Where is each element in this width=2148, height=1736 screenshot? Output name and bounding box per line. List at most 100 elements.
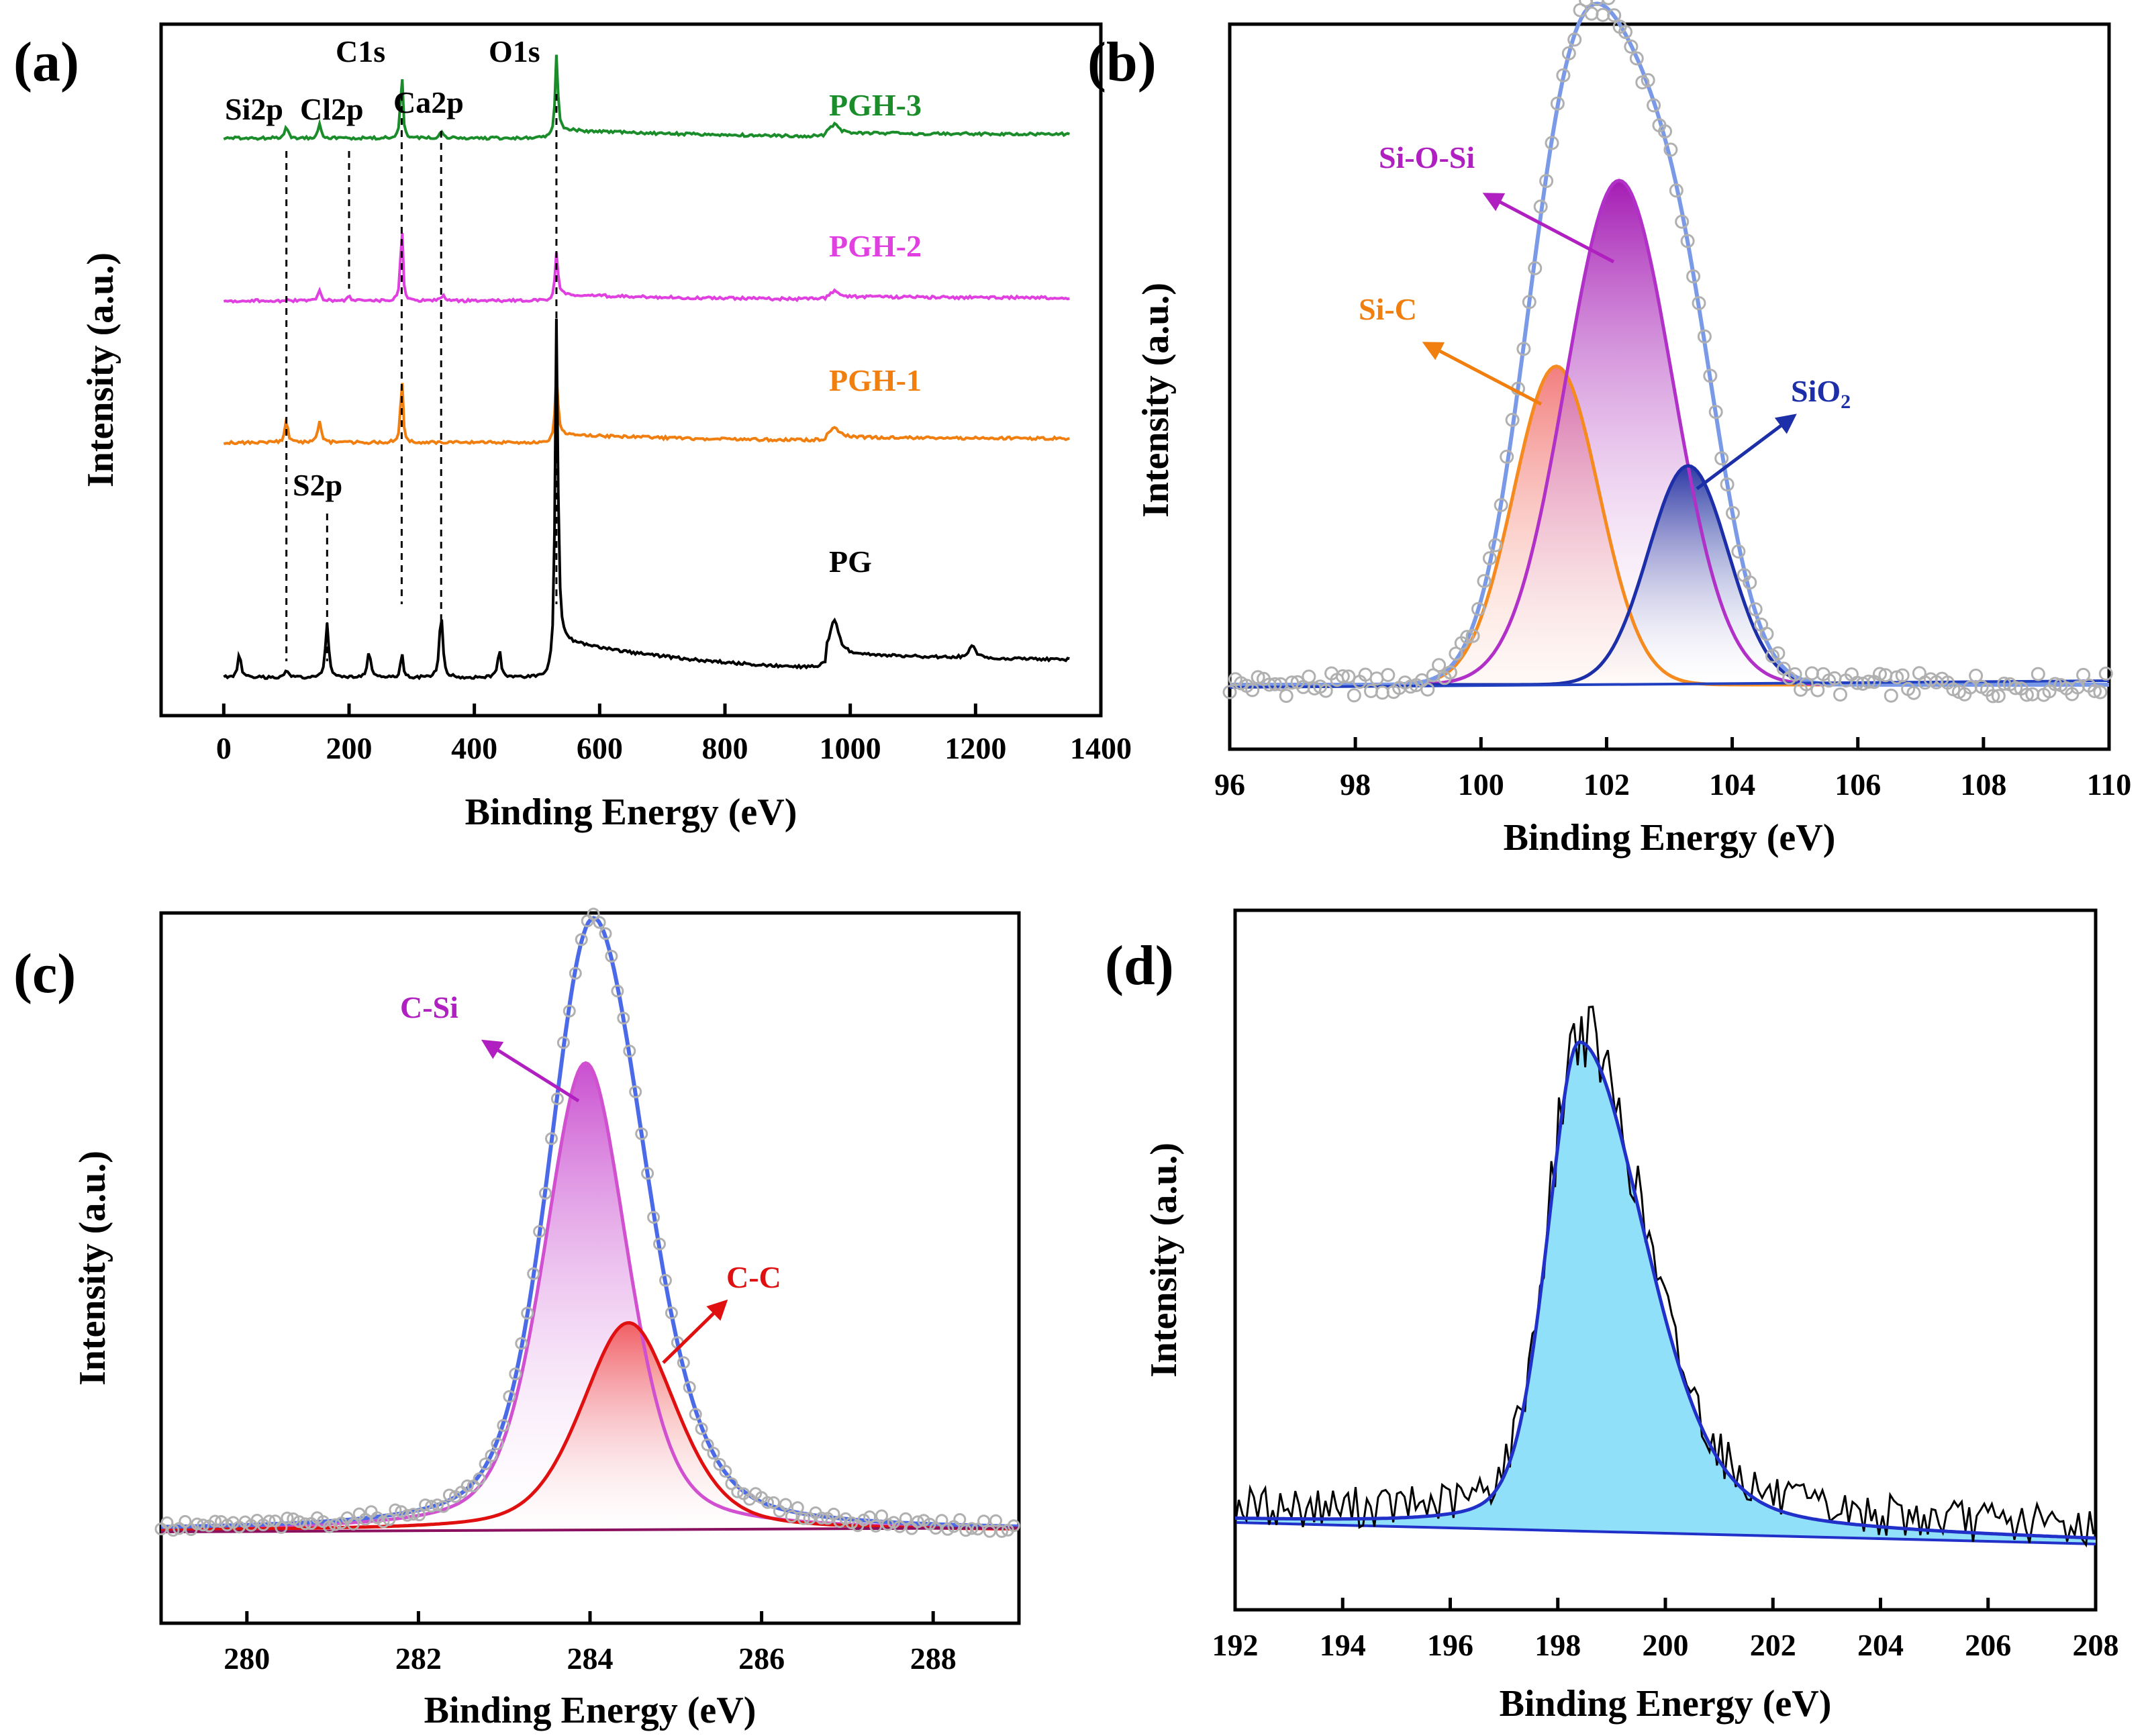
data-point-c [545, 1132, 558, 1145]
data-point-b [1607, 8, 1622, 23]
data-point-c [623, 1045, 636, 1058]
data-point-b [1658, 124, 1672, 139]
data-point-c [599, 927, 612, 941]
data-point-b [1449, 646, 1463, 661]
data-point-b [1477, 574, 1492, 589]
data-point-c [497, 1418, 510, 1432]
data-point-c [941, 1523, 955, 1536]
d-tick-label-8: 208 [2073, 1628, 2119, 1662]
peak-label-o1s: O1s [489, 34, 540, 68]
data-point-c [358, 1512, 372, 1526]
data-point-c [556, 1036, 570, 1049]
data-point-c [989, 1514, 1002, 1527]
data-point-b [1267, 677, 1282, 691]
annotation-c-si: C-Si [400, 990, 458, 1024]
data-point-c [761, 1496, 774, 1509]
data-point-b [1567, 32, 1582, 47]
x-axis-label-b: Binding Energy (eV) [1504, 817, 1836, 859]
data-point-b [1471, 601, 1485, 616]
data-point-b [1714, 451, 1729, 466]
x-axis-ticks-b: 96 98 100 102 104 106 108 110 [1214, 737, 2131, 802]
data-point-b [1505, 413, 1520, 427]
data-point-c [515, 1337, 528, 1350]
data-point-b [1731, 544, 1746, 559]
a-tick-label-1: 200 [326, 731, 373, 765]
d-tick-label-4: 200 [1643, 1628, 1689, 1662]
data-point-c [328, 1518, 342, 1531]
data-point-b [1669, 183, 1683, 198]
panel-label-b: (b) [1087, 31, 1157, 93]
data-point-c [797, 1512, 810, 1525]
data-point-c [635, 1127, 648, 1141]
data-point-c [647, 1210, 661, 1224]
data-point-c [779, 1498, 792, 1511]
data-point-b [1279, 689, 1293, 704]
data-point-c [377, 1515, 390, 1529]
x-axis-ticks-a: 0 200 400 600 800 1000 1200 1400 [216, 704, 1132, 765]
d-tick-label-1: 194 [1320, 1628, 1366, 1662]
series-line-pgh-2 [223, 232, 1070, 304]
b-tick-label-0: 96 [1214, 767, 1245, 802]
data-point-b [1759, 626, 1774, 641]
b-tick-label-7: 110 [2087, 767, 2131, 802]
data-point-c [425, 1500, 438, 1513]
data-point-c [1007, 1519, 1020, 1533]
data-point-b [1686, 269, 1701, 284]
data-point-c [833, 1515, 846, 1529]
data-point-b [1375, 685, 1389, 700]
data-point-b [1335, 669, 1350, 683]
data-point-c [533, 1225, 546, 1238]
y-axis-label-b: Intensity (a.u.) [1135, 283, 1177, 518]
data-point-c [431, 1498, 444, 1512]
series-line-pg [223, 318, 1070, 681]
panel-c: (c) 280 282 284 286 288 C-Si C-C Binding Ene… [13, 908, 1021, 1731]
data-point-c [220, 1518, 234, 1532]
data-point-b [1460, 630, 1475, 644]
data-point-c [629, 1085, 642, 1098]
data-point-b [2031, 667, 2045, 681]
data-point-b [1602, 0, 1616, 5]
panel-a: (a) 0 200 400 600 800 1000 1200 1400 Si2p Cl2p … [13, 22, 1132, 833]
data-point-c [725, 1477, 738, 1490]
b-tick-label-5: 106 [1835, 767, 1881, 802]
a-tick-label-4: 800 [702, 731, 748, 765]
data-point-c [262, 1514, 276, 1528]
data-point-c [287, 1512, 300, 1525]
data-point-b [1432, 658, 1447, 673]
data-point-b [1533, 199, 1548, 214]
data-point-c [587, 908, 600, 921]
data-point-b [1522, 295, 1536, 309]
peak-guides-a [285, 94, 558, 661]
d-tick-label-6: 204 [1857, 1628, 1904, 1662]
data-point-c [437, 1500, 450, 1513]
data-point-b [1404, 679, 1418, 694]
data-point-b [1692, 296, 1706, 311]
data-point-c [191, 1517, 204, 1531]
data-point-c [731, 1485, 744, 1498]
c-tick-label-1: 282 [395, 1641, 442, 1676]
data-point-c [929, 1522, 942, 1535]
a-tick-label-2: 400 [451, 731, 497, 765]
peak-label-ca2p: Ca2p [393, 85, 464, 119]
data-point-b [1318, 683, 1333, 698]
data-point-b [1347, 688, 1361, 703]
data-point-b [1590, 0, 1604, 6]
data-point-b [1810, 683, 1825, 697]
data-point-b [1697, 329, 1712, 344]
baseline-d [1234, 1521, 2096, 1545]
data-point-c [881, 1518, 894, 1531]
b-tick-label-3: 102 [1583, 767, 1630, 802]
data-point-b [1726, 505, 1740, 520]
a-tick-label-6: 1200 [944, 731, 1006, 765]
annotation-si-o-si: Si-O-Si [1379, 140, 1475, 175]
panel-b: (b) 96 98 100 102 104 106 108 110 Si-O-Si Si-C … [1087, 0, 2131, 859]
arrow-si-c [1422, 342, 1543, 406]
data-point-c [281, 1511, 294, 1525]
data-point-b [2008, 681, 2023, 695]
raw-data-d [1234, 1005, 2095, 1548]
fill-c-c [161, 1322, 1019, 1531]
data-point-c [419, 1498, 432, 1512]
arrow-c-si [481, 1039, 580, 1103]
series-label-pgh1: PGH-1 [829, 363, 922, 397]
